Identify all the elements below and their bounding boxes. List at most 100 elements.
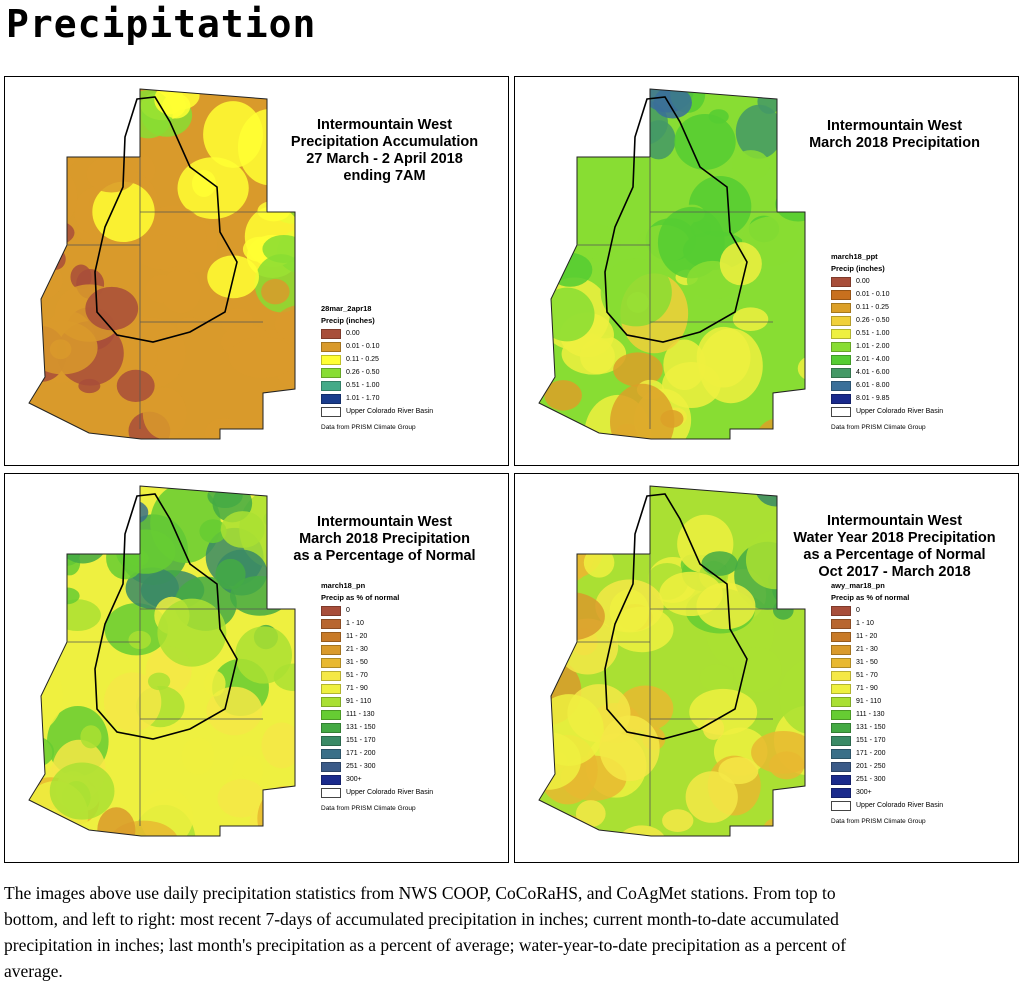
legend-entry: 0.11 - 0.25	[831, 301, 943, 314]
map-title-line: ending 7AM	[343, 168, 426, 184]
legend-swatch	[831, 735, 851, 746]
legend-label: 251 - 300	[346, 763, 376, 770]
legend-swatch	[831, 761, 851, 772]
legend-rows: 0 1 - 10 11 - 20 21 - 30 31 - 50 51 - 70 71 - …	[321, 604, 433, 786]
map-title-line: Intermountain West	[316, 117, 453, 133]
legend-swatch	[831, 683, 851, 694]
legend-label: 71 - 90	[346, 685, 368, 692]
legend-label: 31 - 50	[856, 659, 878, 666]
legend-heading: Precip as % of normal	[321, 593, 400, 602]
legend-label: 21 - 30	[856, 646, 878, 653]
legend-entry: 0.26 - 0.50	[831, 314, 943, 327]
legend-swatch	[831, 328, 851, 339]
legend-label: 0	[346, 607, 350, 614]
legend-entry: 31 - 50	[321, 656, 433, 669]
legend-basin-label: Upper Colorado River Basin	[346, 408, 434, 415]
legend-label: 91 - 110	[346, 698, 372, 705]
upper-colorado-basin-outline	[94, 96, 238, 343]
legend-swatch	[321, 644, 341, 655]
legend-label: 1 - 10	[856, 620, 874, 627]
legend-entry: 0.51 - 1.00	[831, 327, 943, 340]
legend-layer-name: march18_ppt	[831, 252, 878, 261]
legend-layer-name: 28mar_2apr18	[321, 304, 372, 313]
legend-label: 300+	[856, 789, 872, 796]
legend-label: 0	[856, 607, 860, 614]
legend-swatch	[321, 393, 341, 404]
legend-swatch	[831, 748, 851, 759]
legend-swatch	[321, 670, 341, 681]
state-borders	[577, 157, 777, 429]
legend-heading: Precip as % of normal	[831, 593, 910, 602]
map-legend: march18_pn Precip as % of normal 0 1 - 10…	[321, 580, 433, 812]
legend-swatch	[831, 709, 851, 720]
legend-source: Data from PRISM Climate Group	[831, 818, 926, 825]
upper-colorado-basin-outline	[604, 96, 748, 343]
map-panel-accum-7day: Intermountain West Precipitation Accumul…	[4, 76, 509, 466]
legend-swatch	[321, 748, 341, 759]
map-title-line: Intermountain West	[826, 118, 963, 134]
legend-entry: 151 - 170	[321, 734, 433, 747]
map-title: Intermountain West Water Year 2018 Preci…	[777, 513, 1012, 581]
legend-label: 11 - 20	[346, 633, 368, 640]
legend-rows: 0.00 0.01 - 0.10 0.11 - 0.25 0.26 - 0.50 0.5…	[321, 327, 433, 405]
state-borders	[577, 554, 777, 826]
legend-basin-entry: Upper Colorado River Basin	[831, 405, 943, 418]
legend-entry: 171 - 200	[321, 747, 433, 760]
legend-label: 2.01 - 4.00	[856, 356, 890, 363]
legend-swatch	[831, 657, 851, 668]
legend-entry: 31 - 50	[831, 656, 943, 669]
map-title: Intermountain West March 2018 Precipitat…	[777, 118, 1012, 152]
legend-entry: 0.00	[321, 327, 433, 340]
legend-entry: 11 - 20	[321, 630, 433, 643]
legend-label: 1 - 10	[346, 620, 364, 627]
page-heading: Precipitation	[6, 2, 317, 46]
legend-entry: 11 - 20	[831, 630, 943, 643]
legend-entry: 300+	[321, 773, 433, 786]
legend-layer-name: march18_pn	[321, 581, 366, 590]
legend-swatch	[321, 657, 341, 668]
legend-label: 0.00	[856, 278, 870, 285]
legend-swatch	[831, 289, 851, 300]
legend-swatch	[321, 328, 341, 339]
legend-layer-name: awy_mar18_pn	[831, 581, 885, 590]
legend-label: 4.01 - 6.00	[856, 369, 890, 376]
legend-swatch	[321, 631, 341, 642]
map-panel-march-2018: Intermountain West March 2018 Precipitat…	[514, 76, 1019, 466]
legend-basin-entry: Upper Colorado River Basin	[321, 786, 433, 799]
legend-label: 111 - 130	[856, 711, 885, 718]
legend-label: 0.51 - 1.00	[346, 382, 380, 389]
legend-swatch	[831, 696, 851, 707]
region-outline	[538, 88, 806, 440]
legend-entry: 51 - 70	[831, 669, 943, 682]
map-title: Intermountain West March 2018 Precipitat…	[267, 514, 502, 565]
legend-entry: 6.01 - 8.00	[831, 379, 943, 392]
legend-label: 31 - 50	[346, 659, 368, 666]
legend-source: Data from PRISM Climate Group	[831, 424, 926, 431]
map-title-line: Oct 2017 - March 2018	[818, 564, 971, 580]
map-legend: 28mar_2apr18 Precip (inches) 0.00 0.01 - …	[321, 303, 433, 431]
legend-label: 131 - 150	[346, 724, 376, 731]
legend-label: 1.01 - 1.70	[346, 395, 380, 402]
legend-entry: 151 - 170	[831, 734, 943, 747]
legend-label: 0.01 - 0.10	[856, 291, 890, 298]
legend-entry: 1 - 10	[321, 617, 433, 630]
map-panel-water-year-pct: Intermountain West Water Year 2018 Preci…	[514, 473, 1019, 863]
legend-basin-entry: Upper Colorado River Basin	[831, 799, 943, 812]
legend-swatch	[831, 393, 851, 404]
legend-label: 91 - 110	[856, 698, 882, 705]
legend-rows: 0 1 - 10 11 - 20 21 - 30 31 - 50 51 - 70 71 - …	[831, 604, 943, 799]
legend-swatch	[831, 341, 851, 352]
legend-basin-label: Upper Colorado River Basin	[856, 802, 944, 809]
legend-label: 8.01 - 9.85	[856, 395, 890, 402]
state-borders	[67, 554, 267, 826]
map-title-line: 27 March - 2 April 2018	[306, 151, 463, 167]
legend-swatch-basin	[831, 406, 851, 417]
legend-label: 0.11 - 0.25	[346, 356, 379, 363]
legend-entry: 71 - 90	[831, 682, 943, 695]
legend-label: 151 - 170	[346, 737, 376, 744]
legend-entry: 131 - 150	[321, 721, 433, 734]
legend-swatch-basin	[321, 406, 341, 417]
legend-swatch	[831, 315, 851, 326]
legend-label: 300+	[346, 776, 362, 783]
legend-label: 1.01 - 2.00	[856, 343, 890, 350]
